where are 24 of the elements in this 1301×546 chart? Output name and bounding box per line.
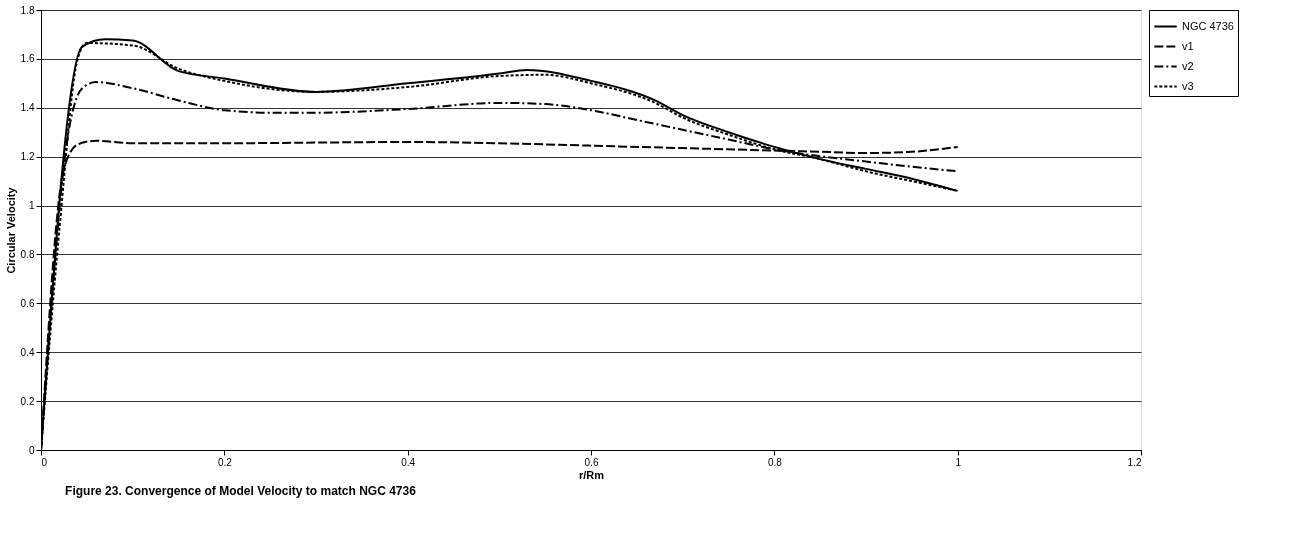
y-tick-label: 1.6 — [20, 53, 35, 65]
legend-label: v2 — [1182, 59, 1194, 72]
y-axis-title: Circular Velocity — [4, 186, 17, 274]
x-axis-title: r/Rm — [578, 468, 605, 481]
legend-label: NGC 4736 — [1182, 19, 1234, 32]
y-tick-label: 0.2 — [20, 395, 35, 407]
legend-label: v1 — [1182, 39, 1194, 52]
x-tick-label: 0.2 — [217, 456, 233, 468]
y-tick-label: 1.2 — [20, 151, 35, 163]
y-tick-label: 0.4 — [20, 346, 35, 358]
x-tick-label: 1 — [955, 456, 962, 468]
y-tick-label: 1 — [28, 200, 35, 212]
x-tick-label: 0.8 — [767, 456, 783, 468]
y-tick-label: 0.6 — [20, 297, 35, 309]
x-tick-label: 0.6 — [584, 456, 599, 468]
x-tick-label: 1.2 — [1127, 456, 1142, 468]
text: Figure 23. Convergence of Model Velocity to match NGC 4736 — [65, 484, 417, 498]
y-tick-label: 0.8 — [20, 248, 35, 260]
x-tick-label: 0 — [41, 456, 48, 468]
x-tick-label: 0.4 — [401, 456, 416, 468]
y-tick-label: 0 — [28, 444, 35, 456]
legend-label: v3 — [1182, 79, 1194, 92]
y-tick-label: 1.4 — [20, 102, 35, 114]
y-tick-label: 1.8 — [20, 4, 35, 16]
